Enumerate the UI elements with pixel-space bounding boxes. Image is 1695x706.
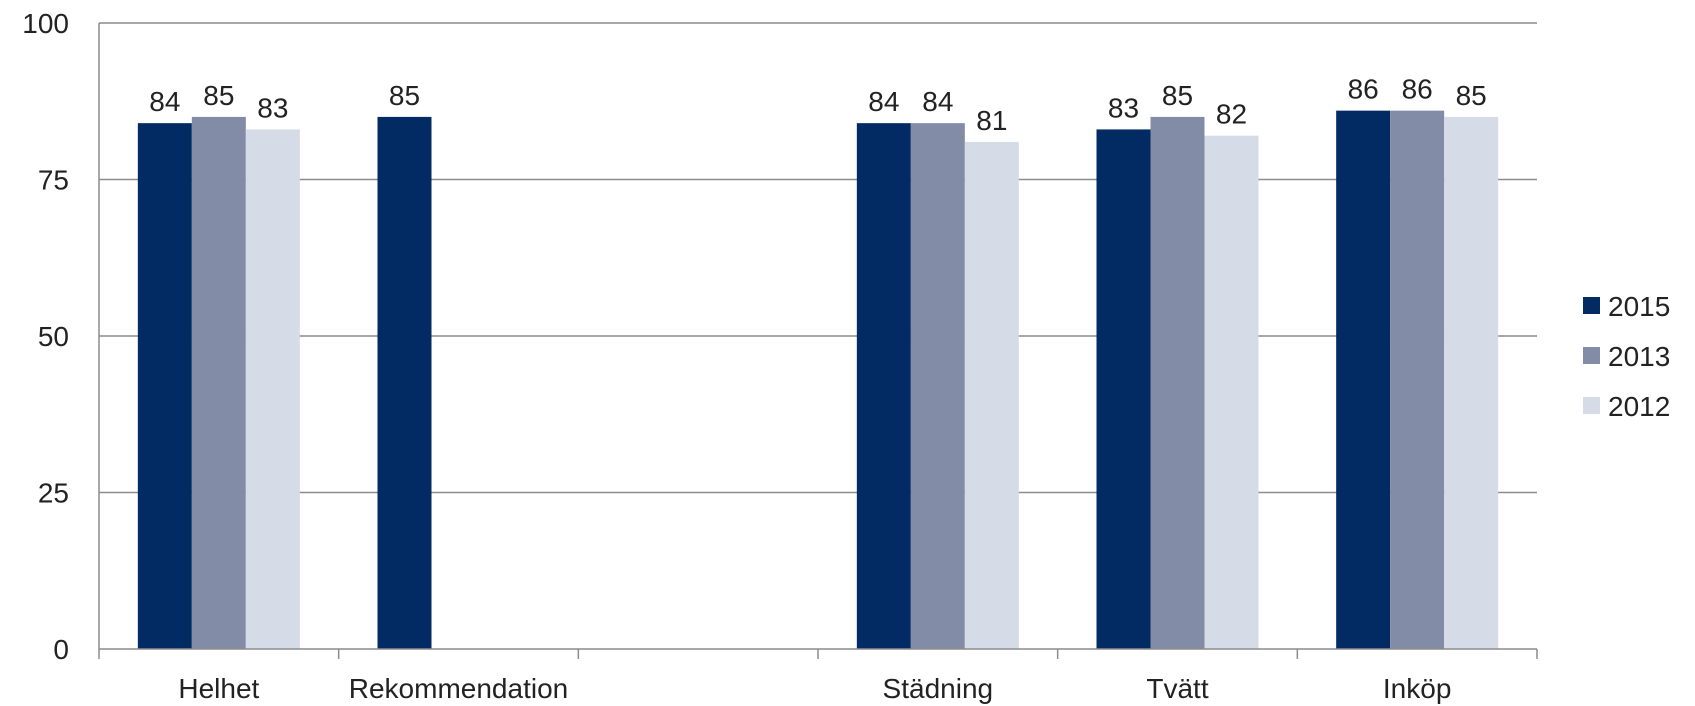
axes: 0 25 50 75 100 Helhet Rekommendation Städning Tv… <box>22 8 1538 704</box>
data-label: 86 <box>1348 74 1379 105</box>
bar-2015 <box>1096 129 1151 650</box>
legend-label: 2015 <box>1608 291 1670 322</box>
x-tick-label: Städning <box>883 673 994 704</box>
data-label: 82 <box>1216 99 1247 130</box>
data-label: 83 <box>257 92 288 123</box>
legend-label: 2013 <box>1608 341 1670 372</box>
data-label: 85 <box>203 80 234 111</box>
data-label: 85 <box>389 80 420 111</box>
bar-2015 <box>377 116 432 649</box>
legend-swatch-2013 <box>1583 347 1600 364</box>
x-tick-label: Tvätt <box>1146 673 1208 704</box>
x-tick-label: Inköp <box>1383 673 1452 704</box>
legend-swatch-2015 <box>1583 297 1600 314</box>
bar-2013 <box>1150 116 1205 649</box>
y-tick-label: 100 <box>22 8 69 39</box>
data-label: 85 <box>1456 80 1487 111</box>
bar-2015 <box>1336 110 1391 649</box>
data-label: 84 <box>149 86 180 117</box>
y-tick-label: 0 <box>53 634 69 665</box>
data-label: 81 <box>976 105 1007 136</box>
x-tick-label: Rekommendation <box>349 673 568 704</box>
data-label: 83 <box>1108 92 1139 123</box>
y-tick-label: 25 <box>38 478 69 509</box>
bar-2013 <box>1390 110 1445 649</box>
data-label: 85 <box>1162 80 1193 111</box>
legend-label: 2012 <box>1608 391 1670 422</box>
data-labels: 84 85 84 83 86 85 84 85 86 83 81 82 85 <box>149 74 1486 136</box>
y-tick-label: 50 <box>38 321 69 352</box>
legend: 2015 2013 2012 <box>1583 291 1670 422</box>
bar-2012 <box>1444 116 1499 649</box>
gridlines <box>99 22 1537 494</box>
bars <box>137 110 1499 650</box>
data-label: 86 <box>1402 74 1433 105</box>
bar-2015 <box>856 123 911 649</box>
bar-2012 <box>245 129 300 650</box>
data-label: 84 <box>868 86 899 117</box>
legend-swatch-2012 <box>1583 397 1600 414</box>
x-tick-label: Helhet <box>178 673 259 704</box>
bar-2012 <box>964 141 1019 649</box>
bar-2012 <box>1204 135 1259 649</box>
y-tick-label: 75 <box>38 165 69 196</box>
bar-2013 <box>191 116 246 649</box>
data-label: 84 <box>922 86 953 117</box>
bar-2015 <box>137 123 192 649</box>
bar-2013 <box>910 123 965 649</box>
